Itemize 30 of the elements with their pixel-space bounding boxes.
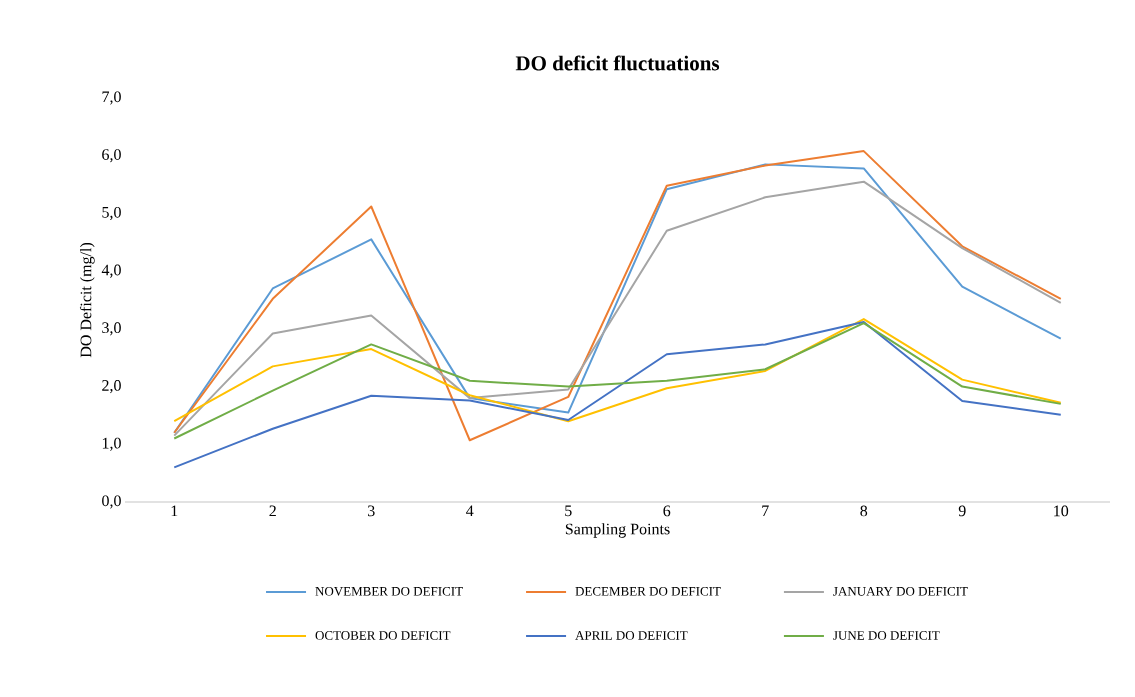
- x-tick-label: 4: [466, 505, 474, 517]
- line-series: [173, 320, 1062, 469]
- y-tick-label: 0,0: [102, 495, 121, 509]
- x-tick-label: 6: [663, 505, 671, 517]
- y-tick-label: 4,0: [101, 264, 121, 278]
- line-series: [173, 318, 1062, 423]
- x-tick-label: 7: [762, 505, 769, 516]
- legend-label: APRIL DO DEFICIT: [575, 631, 688, 640]
- x-tick-label: 3: [368, 505, 375, 517]
- x-tick-label: 10: [1054, 505, 1069, 517]
- legend-label: JANUARY DO DEFICIT: [833, 586, 968, 596]
- y-tick-label: 6,0: [102, 149, 121, 163]
- legend-label: JUNE DO DEFICIT: [833, 631, 940, 640]
- legend-label: OCTOBER DO DEFICIT: [315, 631, 451, 640]
- x-tick-label: 5: [565, 505, 572, 517]
- x-axis-title: Sampling Points: [565, 523, 670, 538]
- y-tick-label: 7,0: [102, 91, 121, 105]
- x-tick-label: 8: [860, 505, 868, 517]
- chart-title: DO deficit fluctuations: [515, 55, 720, 71]
- legend-label: NOVEMBER DO DEFICIT: [315, 586, 463, 596]
- x-tick-label: 2: [269, 505, 276, 517]
- y-tick-label: 2,0: [102, 380, 121, 394]
- x-tick-label: 1: [171, 505, 178, 517]
- x-tick-label: 9: [958, 505, 966, 517]
- y-tick-label: 3,0: [102, 322, 121, 336]
- y-tick-label: 1,0: [102, 437, 121, 451]
- y-axis-title: DO Deficit (mg/l): [79, 242, 95, 358]
- y-tick-label: 5,0: [102, 206, 121, 220]
- line-series: [173, 322, 1062, 440]
- legend-label: DECEMBER DO DEFICIT: [575, 586, 721, 596]
